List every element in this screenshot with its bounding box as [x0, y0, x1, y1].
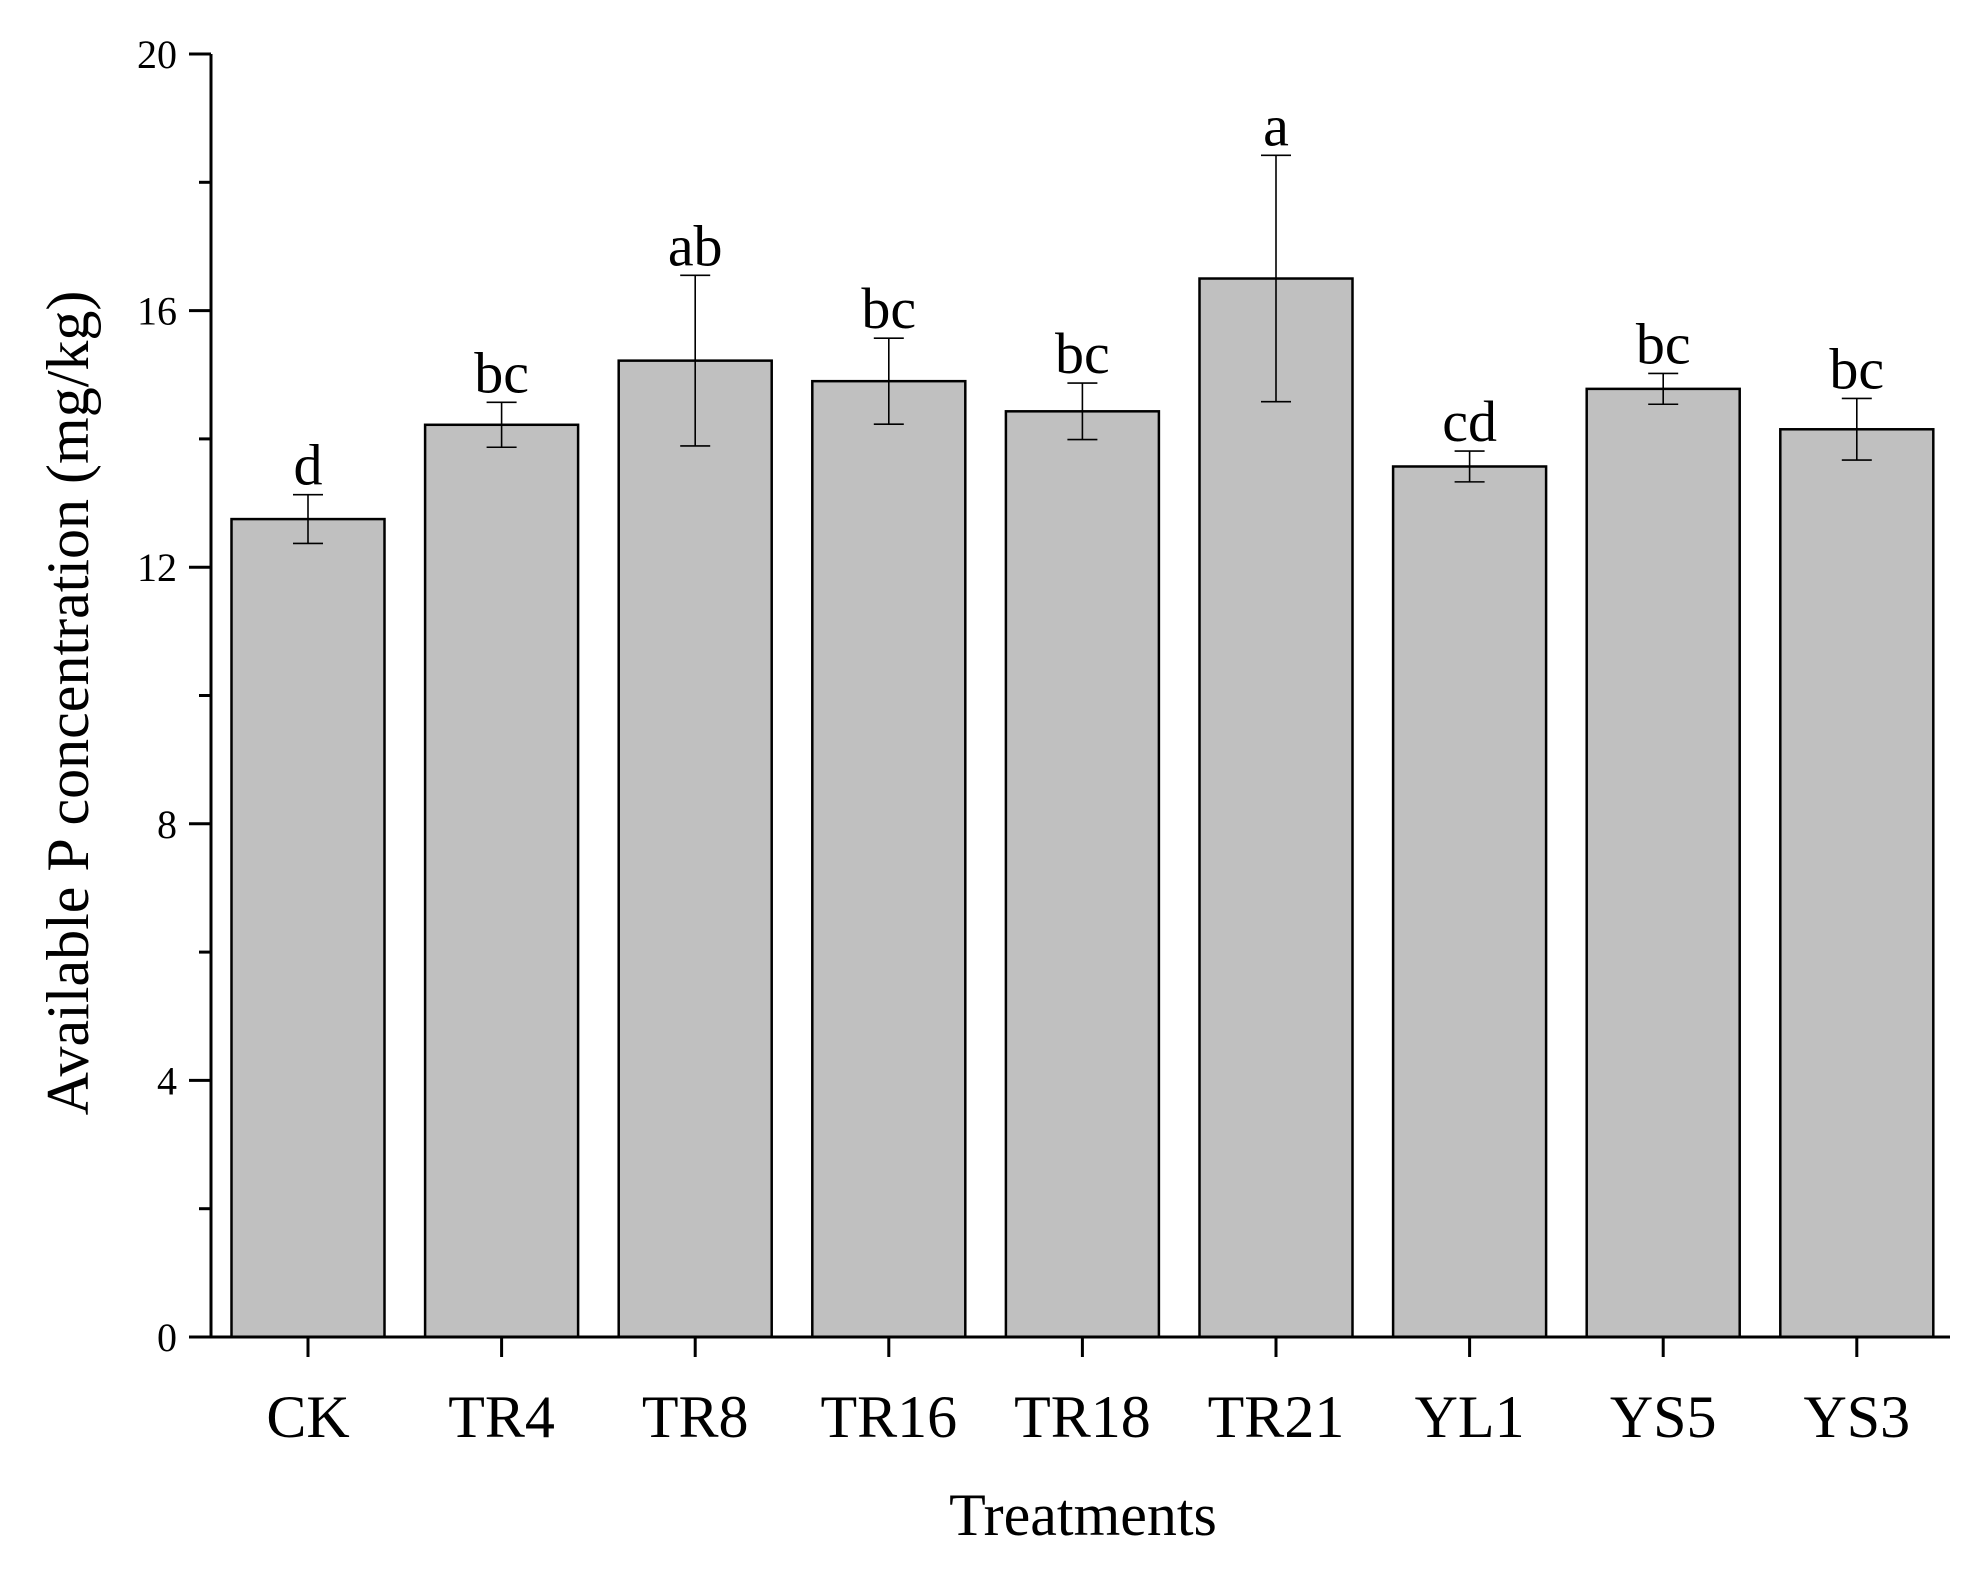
x-tick-label-ys5: YS5: [1610, 1384, 1717, 1450]
bar-tr16: [811, 379, 967, 1339]
error-bar-yl1: [1454, 450, 1485, 483]
error-bar-ys5: [1648, 372, 1679, 406]
error-bar-tr16: [873, 337, 904, 425]
error-bar-tr8: [680, 274, 711, 447]
bar-yl1: [1391, 465, 1548, 1339]
significance-label-tr4: bc: [474, 340, 529, 405]
x-tick-label-tr18: TR18: [1014, 1384, 1151, 1450]
significance-label-tr18: bc: [1055, 321, 1110, 386]
error-bar-tr21: [1261, 154, 1291, 403]
significance-label-ck: d: [294, 433, 323, 498]
error-bars-layer: [293, 154, 1872, 545]
error-bar-tr18: [1067, 382, 1098, 441]
y-tick-label: 4: [157, 1058, 177, 1103]
bars-layer: [230, 277, 1935, 1339]
significance-label-ys5: bc: [1636, 311, 1691, 376]
x-tick-label-tr4: TR4: [448, 1384, 555, 1450]
y-tick-label: 20: [137, 32, 177, 77]
y-tick-label: 0: [157, 1315, 177, 1360]
x-tick-label-yl1: YL1: [1415, 1384, 1525, 1450]
bar-tr4: [423, 423, 580, 1339]
y-tick-label: 16: [137, 289, 177, 334]
error-bar-ys3: [1841, 397, 1872, 461]
error-bar-ck: [293, 493, 323, 545]
significance-label-tr21: a: [1263, 93, 1289, 158]
significance-label-ys3: bc: [1829, 336, 1884, 401]
error-bar-tr4: [486, 401, 517, 449]
bar-tr8: [617, 359, 773, 1339]
axes-layer: [189, 52, 1950, 1357]
x-axis-title: Treatments: [949, 1482, 1217, 1548]
significance-label-tr8: ab: [668, 213, 723, 278]
significance-label-tr16: bc: [861, 276, 916, 341]
x-tick-label-tr8: TR8: [642, 1384, 749, 1450]
x-tick-label-ys3: YS3: [1803, 1384, 1910, 1450]
significance-label-yl1: cd: [1442, 389, 1497, 454]
x-tick-label-ck: CK: [266, 1384, 349, 1450]
bar-tr18: [1004, 410, 1161, 1339]
bar-tr21: [1198, 277, 1354, 1339]
bar-ys5: [1585, 387, 1741, 1339]
y-tick-label: 12: [137, 545, 177, 590]
labels-layer: d bc ab bc bc a cd bc bc 0 4 8 12 16 20 CK TR4 TR8 TR16 TR1…: [137, 32, 1910, 1450]
x-tick-label-tr16: TR16: [820, 1384, 957, 1450]
bar-ys3: [1779, 428, 1935, 1339]
bar-ck: [230, 517, 386, 1339]
y-axis-title: Available P concentration (mg/kg): [35, 291, 101, 1116]
y-tick-label: 8: [157, 802, 177, 847]
x-tick-label-tr21: TR21: [1208, 1384, 1345, 1450]
